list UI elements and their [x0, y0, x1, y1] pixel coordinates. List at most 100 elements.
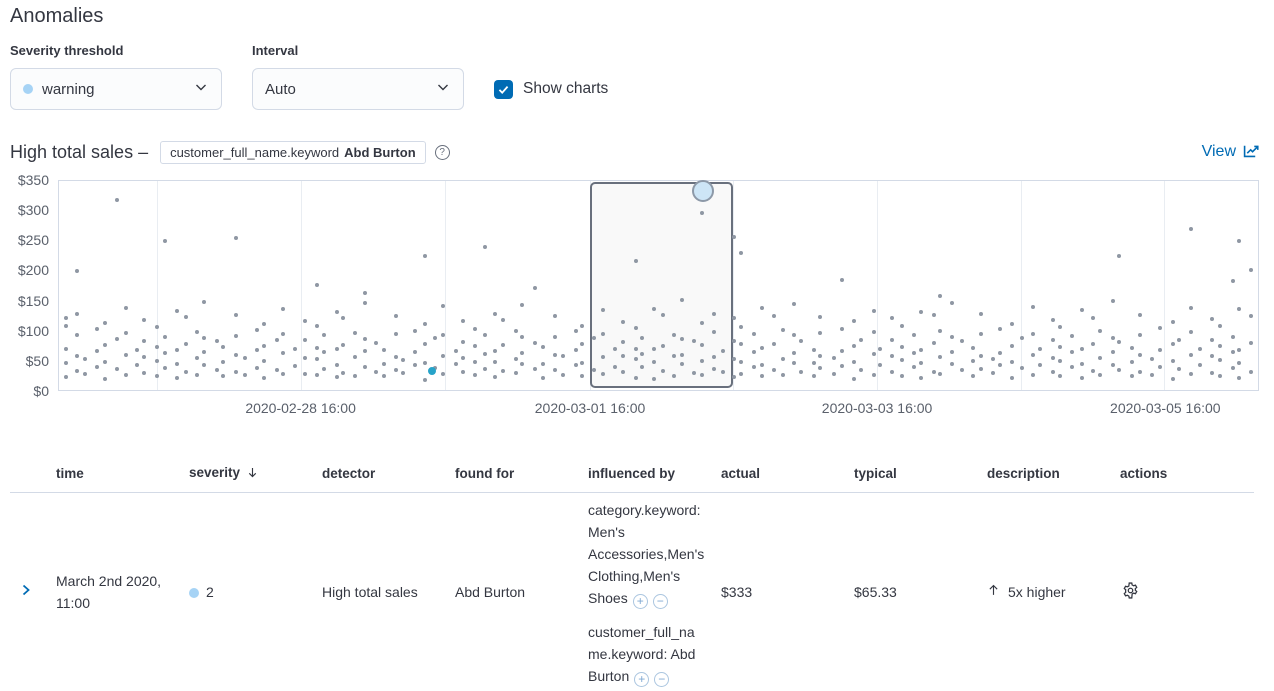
scatter-point [591, 335, 596, 340]
scatter-point [275, 338, 280, 343]
scatter-point [174, 347, 179, 352]
scatter-point [393, 331, 398, 336]
scatter-point [74, 353, 79, 358]
scatter-point [314, 357, 319, 362]
scatter-point [422, 322, 427, 327]
scatter-point [1010, 360, 1015, 365]
scatter-point [422, 341, 427, 346]
scatter-point [1138, 313, 1143, 318]
filter-out-value-button[interactable]: − [654, 671, 670, 687]
scatter-point [314, 345, 319, 350]
scatter-point [1248, 268, 1253, 273]
scatter-point [553, 314, 558, 319]
scatter-point [74, 269, 79, 274]
scatter-point [1050, 355, 1055, 360]
interval-select[interactable]: Auto [252, 68, 464, 110]
scatter-point [281, 371, 286, 376]
scatter-point [872, 330, 877, 335]
anomaly-marker[interactable] [691, 180, 714, 203]
scatter-point [413, 363, 418, 368]
filter-for-value-button[interactable]: + [634, 671, 650, 687]
scatter-point [1210, 354, 1215, 359]
expand-row-button[interactable] [18, 582, 34, 598]
header-time[interactable]: time [48, 453, 181, 493]
anomaly-marker[interactable] [427, 366, 436, 375]
filter-out-value-button[interactable]: − [652, 593, 668, 609]
scatter-point [1058, 373, 1063, 378]
anomalies-table: time severity detector found for influen… [10, 453, 1254, 691]
influencer-text: customer_full_name.keyword: Abd Burton [588, 624, 696, 684]
scatter-point [911, 332, 916, 337]
header-actual[interactable]: actual [713, 453, 846, 493]
header-detector[interactable]: detector [314, 453, 447, 493]
scatter-point [791, 333, 796, 338]
scatter-point [124, 352, 129, 357]
severity-threshold-select[interactable]: warning [10, 68, 222, 110]
scatter-point [155, 358, 160, 363]
scatter-point [83, 356, 88, 361]
scatter-point [739, 371, 744, 376]
scatter-point [818, 315, 823, 320]
scatter-point [74, 332, 79, 337]
scatter-point [533, 340, 537, 345]
header-severity[interactable]: severity [181, 453, 314, 493]
scatter-point [413, 350, 418, 355]
scatter-point [1170, 359, 1175, 364]
scatter-point [1110, 349, 1115, 354]
scatter-point [899, 323, 904, 328]
scatter-point [932, 369, 937, 374]
scatter-point [692, 370, 697, 375]
filter-for-value-button[interactable]: + [632, 593, 648, 609]
gear-icon[interactable] [1120, 580, 1141, 601]
header-description[interactable]: description [979, 453, 1112, 493]
scatter-point [513, 328, 518, 333]
scatter-point [293, 364, 298, 369]
scatter-point [601, 308, 606, 312]
view-link[interactable]: View [1202, 141, 1260, 163]
scatter-point [851, 318, 856, 323]
scatter-point [859, 367, 864, 372]
scatter-point [64, 316, 69, 321]
scatter-point [1176, 367, 1181, 372]
scatter-point [1110, 336, 1115, 341]
scatter-point [1138, 353, 1143, 358]
scatter-point [162, 365, 167, 370]
scatter-point [711, 355, 716, 360]
scatter-point [541, 376, 546, 381]
influencer-text: category.keyword: Men's Accessories,Men'… [588, 502, 705, 606]
scatter-point [473, 359, 478, 364]
scatter-point [1097, 355, 1102, 360]
scatter-point [633, 375, 638, 380]
help-icon[interactable]: ? [434, 144, 450, 160]
scatter-point [1138, 369, 1143, 374]
scatter-point [919, 361, 924, 366]
show-charts-checkbox[interactable]: Show charts [494, 68, 608, 110]
scatter-point [680, 352, 685, 357]
scatter-point [335, 374, 340, 379]
scatter-point [513, 371, 518, 376]
scatter-point [321, 349, 326, 354]
scatter-point [142, 338, 147, 343]
y-axis-label: $150 [17, 292, 49, 309]
scatter-point [759, 363, 764, 368]
scatter-point [473, 326, 478, 331]
sort-desc-icon [246, 467, 259, 482]
scatter-point [102, 342, 107, 347]
entity-badge[interactable]: customer_full_name.keyword Abd Burton [160, 140, 426, 164]
scatter-point [1050, 370, 1055, 375]
scatter-point [573, 363, 578, 368]
header-influenced-by[interactable]: influenced by [580, 453, 713, 493]
chart-selection[interactable] [590, 182, 733, 388]
scatter-point [553, 367, 558, 372]
y-axis-label: $350 [17, 172, 49, 188]
scatter-point [781, 373, 786, 378]
scatter-point [639, 335, 644, 340]
scatter-point [155, 374, 160, 379]
scatter-point [771, 341, 776, 346]
scatter-point [254, 327, 259, 332]
scatter-point [493, 311, 498, 316]
header-typical[interactable]: typical [846, 453, 979, 493]
scatter-point [74, 311, 79, 316]
scatter-point [234, 370, 239, 375]
header-found-for[interactable]: found for [447, 453, 580, 493]
